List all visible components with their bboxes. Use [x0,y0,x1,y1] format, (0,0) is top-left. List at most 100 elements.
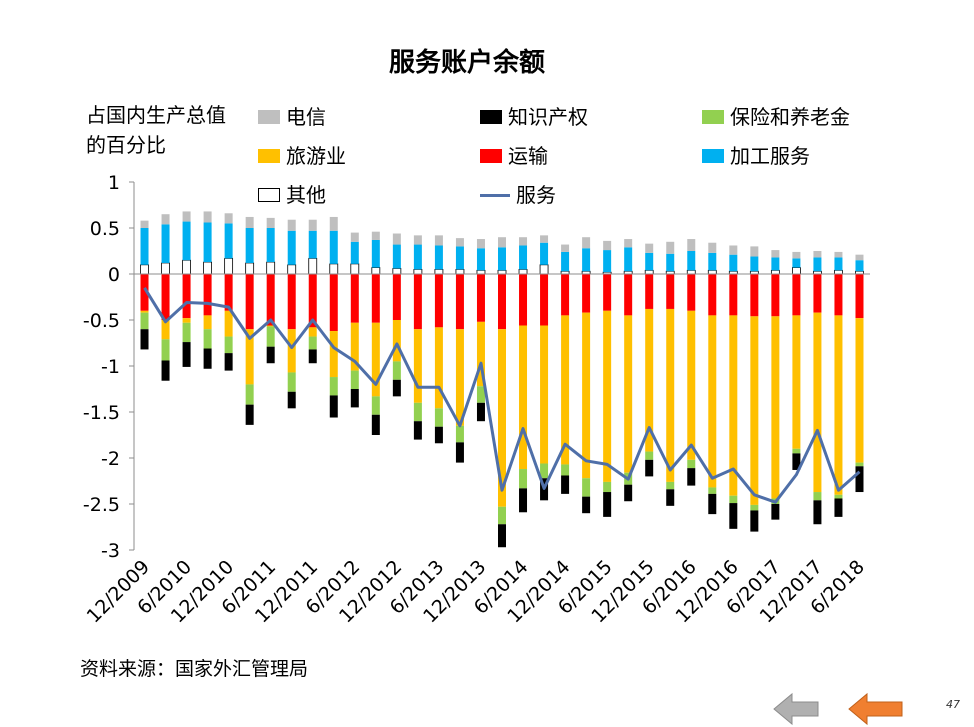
bar-travel [519,325,528,470]
y-tick-label: -1.5 [83,402,120,424]
bar-travel [855,318,864,463]
bar-insurance [792,448,801,454]
bar-processing [561,251,570,272]
bar-processing [834,257,843,271]
bar-ip [413,421,422,440]
bar-travel [161,320,170,340]
y-tick-label: 0 [108,264,120,286]
bar-travel [582,312,591,479]
bar-processing [245,228,254,263]
next-slide-arrow-icon[interactable] [848,692,903,726]
bar-transport [561,274,570,316]
bar-ip [434,426,443,444]
services-line [143,287,861,504]
bar-travel [203,315,212,330]
bar-travel [603,310,612,482]
bar-processing [476,248,485,271]
bar-ip [582,496,591,514]
bar-ip [266,346,275,364]
bar-ip [729,503,738,529]
bar-ip [666,489,675,506]
bar-telecom [792,251,801,259]
legend-item-insurance: 保险和养老金 [702,105,850,129]
previous-slide-arrow-icon[interactable] [773,692,819,726]
bar-ip [519,488,528,513]
bar-ip [224,353,233,371]
bar-transport [329,274,338,332]
bar-insurance [203,329,212,349]
y-tick-label: -0.5 [83,310,120,332]
bar-processing [266,228,275,263]
bar-processing [603,250,612,273]
bar-telecom [498,237,506,248]
bar-telecom [413,235,422,245]
bar-travel [666,308,675,482]
y-tick-label: 1 [108,172,120,194]
bar-insurance [371,396,380,415]
bar-ip [645,459,654,477]
bar-travel [350,322,359,371]
bar-transport [161,274,170,320]
bar-ip [603,492,612,517]
bar-travel [771,316,780,499]
bar-processing [329,230,338,264]
bar-travel [540,325,549,464]
bar-transport [624,274,633,316]
bar-processing [624,247,633,272]
bar-ip [750,510,759,532]
bar-telecom [476,239,485,249]
legend-item-telecom: 电信 [258,105,326,129]
legend-item-ip: 知识产权 [480,105,588,129]
bar-transport [666,274,675,309]
bar-ip [182,342,191,367]
bar-transport [308,274,317,328]
bar-travel [561,315,570,465]
bar-transport [792,274,801,316]
bar-ip [792,453,801,470]
bar-transport [413,274,422,330]
legend-label-insurance: 保险和养老金 [730,105,850,129]
bar-transport [287,274,296,330]
bar-telecom [455,238,464,247]
bar-telecom [140,220,149,228]
bar-transport [476,274,485,322]
bar-telecom [266,217,275,228]
bar-transport [203,274,212,316]
bar-processing [687,251,696,271]
bar-insurance [413,402,422,422]
bar-ip [308,349,317,364]
bar-insurance [245,384,254,405]
legend-label-processing: 加工服务 [730,144,810,168]
bar-telecom [371,231,380,240]
bar-transport [266,274,275,326]
bar-travel [371,322,380,397]
bar-telecom [855,254,864,261]
bar-insurance [561,464,570,476]
legend-swatch-transport [480,149,502,163]
bar-telecom [708,242,717,253]
bar-travel [434,327,443,409]
bar-insurance [834,494,843,499]
bar-transport [750,274,759,317]
bar-transport [771,274,780,317]
bar-ip [245,404,254,425]
bar-travel [729,315,738,496]
bar-travel [498,329,506,507]
bar-processing [540,242,549,265]
bar-insurance [603,481,612,493]
bar-transport [392,274,401,320]
bar-insurance [308,336,317,350]
bar-ip [392,379,401,397]
bar-ip [687,468,696,486]
bar-travel [287,329,296,373]
bar-telecom [834,251,843,258]
bar-insurance [645,451,654,460]
bar-processing [855,260,864,272]
bar-processing [498,247,506,271]
legend-swatch-other [258,188,280,202]
chart-title: 服务账户余额 [388,48,545,78]
legend-item-services: 服务 [480,183,556,207]
bar-insurance [266,326,275,347]
bar-transport [855,274,864,319]
